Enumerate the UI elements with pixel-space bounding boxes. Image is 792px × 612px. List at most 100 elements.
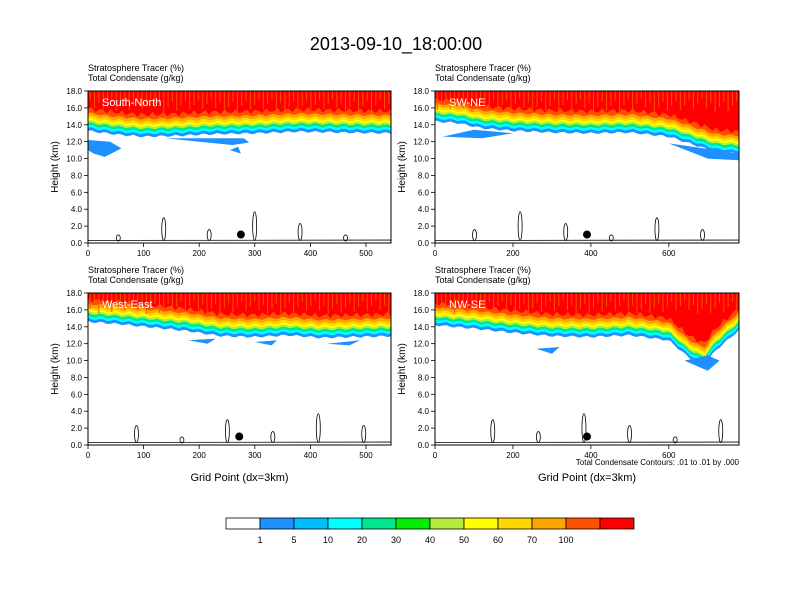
colorbar-swatch <box>327 517 363 530</box>
y-tick-label: 18.0 <box>66 87 82 96</box>
y-axis-label: Height (km) <box>50 343 61 395</box>
x-tick-label: 300 <box>248 249 262 258</box>
y-tick-label: 12.0 <box>66 138 82 147</box>
figure-title: 2013-09-10_18:00:00 <box>310 34 482 55</box>
colorbar-swatch <box>429 517 465 530</box>
condensate-contour <box>115 234 121 242</box>
x-tick-label: 200 <box>193 451 207 460</box>
y-tick-label: 16.0 <box>413 306 429 315</box>
y-tick-label: 2.0 <box>71 424 83 433</box>
x-tick-label: 100 <box>137 249 151 258</box>
colorbar-swatch <box>565 517 601 530</box>
panel-header-tracer: Stratosphere Tracer (%) <box>88 63 184 73</box>
x-tick-label: 0 <box>86 249 91 258</box>
colorbar-label: 20 <box>357 535 367 545</box>
x-tick-label: 500 <box>359 451 373 460</box>
panel-plot-area <box>435 91 739 243</box>
x-tick-label: 0 <box>433 249 438 258</box>
x-tick-label: 0 <box>433 451 438 460</box>
y-tick-label: 18.0 <box>413 87 429 96</box>
condensate-contour <box>608 234 614 242</box>
x-tick-label: 200 <box>506 249 520 258</box>
x-tick-label: 400 <box>584 451 598 460</box>
y-tick-label: 10.0 <box>413 155 429 164</box>
colorbar-swatch <box>361 517 397 530</box>
y-tick-label: 4.0 <box>418 205 430 214</box>
y-axis-label: Height (km) <box>397 343 408 395</box>
condensate-contour <box>343 234 348 242</box>
y-tick-label: 14.0 <box>66 121 82 130</box>
y-tick-label: 0.0 <box>418 441 430 450</box>
x-tick-label: 200 <box>506 451 520 460</box>
y-tick-label: 16.0 <box>66 306 82 315</box>
tracer-patch <box>668 143 739 161</box>
location-marker <box>583 230 591 239</box>
x-tick-label: 500 <box>359 249 373 258</box>
colorbar-label: 40 <box>425 535 435 545</box>
colorbar-label: 60 <box>493 535 503 545</box>
colorbar-label: 70 <box>527 535 537 545</box>
y-tick-label: 14.0 <box>413 121 429 130</box>
y-tick-label: 14.0 <box>413 323 429 332</box>
panel-label: South-North <box>102 97 161 109</box>
y-tick-label: 4.0 <box>71 407 83 416</box>
y-tick-label: 0.0 <box>71 239 83 248</box>
colorbar-swatch <box>531 517 567 530</box>
y-tick-label: 4.0 <box>71 205 83 214</box>
panel-header-condensate: Total Condensate (g/kg) <box>435 73 531 83</box>
y-tick-label: 10.0 <box>66 357 82 366</box>
y-tick-label: 6.0 <box>418 188 430 197</box>
y-tick-label: 4.0 <box>418 407 430 416</box>
y-tick-label: 14.0 <box>66 323 82 332</box>
panel-label: NW-SE <box>449 299 485 311</box>
panel-nw-se: Stratosphere Tracer (%) Total Condensate … <box>397 265 740 484</box>
y-tick-label: 0.0 <box>71 441 83 450</box>
panel-south-north: Stratosphere Tracer (%)Total Condensate … <box>50 63 392 258</box>
x-tick-label: 600 <box>662 249 676 258</box>
location-marker <box>235 432 244 441</box>
panel-frame <box>87 90 392 244</box>
x-tick-label: 400 <box>304 249 318 258</box>
tracer-patch <box>88 140 122 157</box>
y-tick-label: 10.0 <box>66 155 82 164</box>
y-tick-label: 6.0 <box>71 188 83 197</box>
panel-header-tracer: Stratosphere Tracer (%) <box>435 63 531 73</box>
y-tick-label: 0.0 <box>418 239 430 248</box>
y-tick-label: 16.0 <box>413 104 429 113</box>
x-tick-label: 300 <box>248 451 262 460</box>
panel-header-tracer: Stratosphere Tracer (%) <box>88 265 184 275</box>
x-tick-label: 0 <box>86 451 91 460</box>
x-axis-label: Grid Point (dx=3km) <box>538 472 636 484</box>
tracer-patch <box>229 146 241 154</box>
y-tick-label: 2.0 <box>418 222 430 231</box>
contour-note: Total Condensate Contours: .01 to .01 by… <box>576 458 740 467</box>
y-axis-label: Height (km) <box>397 141 408 193</box>
y-tick-label: 16.0 <box>66 104 82 113</box>
location-marker <box>236 230 245 239</box>
x-tick-label: 200 <box>193 249 207 258</box>
tracer-patch <box>165 138 250 145</box>
colorbar-swatch <box>497 517 533 530</box>
location-marker <box>583 432 591 441</box>
colorbar-label: 50 <box>459 535 469 545</box>
x-tick-label: 400 <box>584 249 598 258</box>
tracer-patch <box>188 338 216 344</box>
panel-header-tracer: Stratosphere Tracer (%) <box>435 265 531 275</box>
tracer-patch <box>442 129 513 139</box>
y-tick-label: 10.0 <box>413 357 429 366</box>
panel-frame <box>434 90 740 244</box>
panel-west-east: Stratosphere Tracer (%)Total Condensate … <box>50 265 392 484</box>
y-tick-label: 12.0 <box>66 340 82 349</box>
panel-sw-ne: Stratosphere Tracer (%)Total Condensate … <box>397 63 740 258</box>
colorbar-label: 30 <box>391 535 401 545</box>
y-axis-label: Height (km) <box>50 141 61 193</box>
colorbar-swatch <box>259 517 295 530</box>
x-axis-label: Grid Point (dx=3km) <box>190 472 288 484</box>
panel-frame <box>87 292 392 446</box>
colorbar-swatch <box>225 517 261 530</box>
y-tick-label: 18.0 <box>66 289 82 298</box>
colorbar-swatch <box>395 517 431 530</box>
y-tick-label: 8.0 <box>418 373 430 382</box>
condensate-contour <box>179 436 185 444</box>
